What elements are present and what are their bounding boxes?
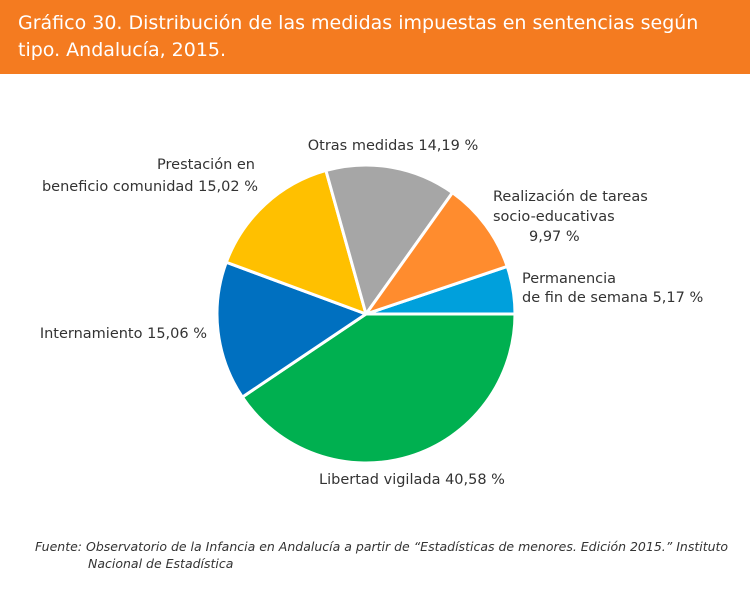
slice-label: Prestación en beneficio comunidad 15,02 %: [42, 157, 258, 195]
slice-label: Otras medidas 14,19 %: [308, 138, 479, 154]
header-bar: Gráfico 30. Distribución de las medidas …: [0, 0, 750, 74]
slice-label: Permanencia de fin de semana 5,17 %: [522, 271, 703, 306]
slice-label: Internamiento 15,06 %: [40, 326, 207, 342]
pie-slice-internamiento: [215, 260, 368, 399]
slice-labels: Permanencia de fin de semana 5,17 % Libert…: [40, 138, 703, 488]
chart-title: Gráfico 30. Distribución de las medidas …: [18, 12, 699, 61]
source-line-2: Nacional de Estadística: [88, 556, 234, 571]
pie-slice-libertad-vigilada: [240, 312, 517, 465]
source-note: Fuente: Observatorio de la Infancia en A…: [35, 538, 735, 572]
slice-label: Realización de tareas socio-educativas 9,9…: [493, 189, 648, 245]
source-line-1: Fuente: Observatorio de la Infancia en A…: [35, 539, 729, 554]
pie-slices: [215, 163, 517, 465]
pie-chart: Permanencia de fin de semana 5,17 % Libert…: [40, 138, 703, 488]
pie-slice-prestaci-n-en-beneficio-comunidad: [224, 168, 368, 316]
pie-slice-realizaci-n-de-tareas-socio-educativas: [364, 191, 509, 316]
pie-slice-otras-medidas: [324, 163, 454, 316]
slice-label: Libertad vigilada 40,58 %: [319, 472, 505, 488]
